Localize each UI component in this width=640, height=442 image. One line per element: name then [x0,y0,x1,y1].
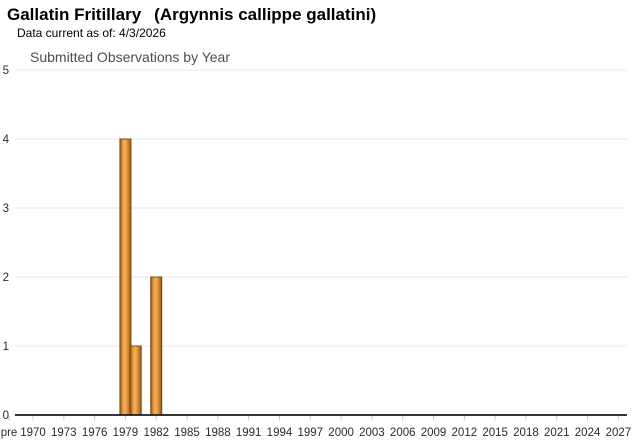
x-tick-label: 2021 [544,427,570,439]
y-tick-label: 1 [3,341,9,353]
x-tick-label: 1979 [113,427,139,439]
x-tick-label: 1991 [236,427,262,439]
x-tick-label: pre [1,427,18,439]
x-tick-label: 2012 [452,427,478,439]
x-tick-label: 1988 [205,427,231,439]
x-tick-label: 1994 [267,427,293,439]
bar-1979 [119,138,132,416]
x-tick-label: 2000 [328,427,354,439]
x-tick-label: 2015 [482,427,508,439]
x-tick-label: 1970 [20,427,46,439]
x-ticks [8,416,619,421]
x-tick-label: 2003 [359,427,385,439]
chart-title: Submitted Observations by Year [30,49,231,65]
page-title: Gallatin Fritillary (Argynnis callippe ga… [7,5,376,25]
species-common-name: Gallatin Fritillary [7,5,142,24]
x-tick-labels: pre 1970 1973 1976 1979 1982 1985 1988 1991 1994 1… [1,427,631,439]
y-tick-label: 5 [3,65,9,77]
x-tick-label: 1973 [51,427,77,439]
y-gridlines [15,69,627,347]
y-tick-label: 2 [3,272,9,284]
data-current-note: Data current as of: 4/3/2026 [17,26,166,40]
bar-1980 [129,345,142,416]
y-tick-label: 3 [3,203,9,215]
x-tick-label: 2018 [513,427,539,439]
species-scientific-name: (Argynnis callippe gallatini) [154,5,377,24]
y-tick-labels: 0 1 2 3 4 5 [3,65,10,422]
x-tick-label: 2009 [421,427,447,439]
x-tick-label: 1997 [297,427,323,439]
x-tick-label: 1982 [143,427,169,439]
bar-1982 [150,276,163,416]
x-tick-label: 1976 [82,427,108,439]
y-tick-label: 0 [3,410,9,422]
x-tick-label: 2027 [606,427,632,439]
x-tick-label: 2024 [575,427,601,439]
x-tick-label: 2006 [390,427,416,439]
y-tick-label: 4 [3,134,10,146]
x-tick-label: 1985 [174,427,200,439]
